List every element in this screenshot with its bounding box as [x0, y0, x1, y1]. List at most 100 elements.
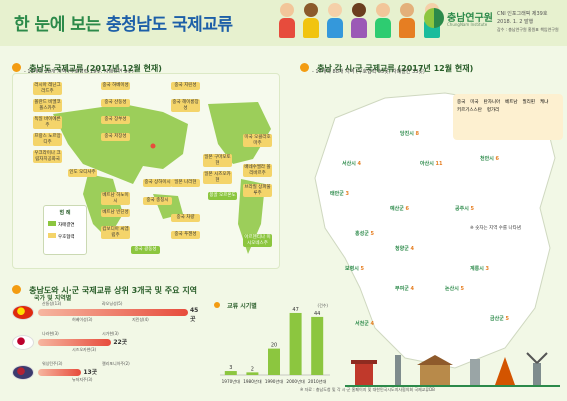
map-note: ※ 숫자는 지역 수를 나타냄 — [470, 226, 521, 231]
city-name: 당진시 — [400, 131, 414, 137]
world-section-subtitle: - 13개국 28개 지역 (우호협력 19곳, 자매결연 9곳) — [24, 69, 134, 75]
child-figure — [302, 3, 320, 39]
city-name: 공주시 — [455, 206, 469, 212]
country-flag-icon — [12, 365, 34, 380]
region-label: 나라현(3) — [42, 331, 59, 336]
country-bar-value: 45곳 — [190, 307, 199, 323]
top-country: 베트남 — [505, 100, 518, 105]
map-label: 독일 바이에른주 — [33, 116, 62, 129]
org-subname: ChungNam Institute — [447, 22, 488, 27]
city-name: 천안시 — [480, 156, 494, 162]
city-count: 5 — [368, 231, 375, 237]
city-name: 아산시 — [420, 161, 434, 167]
region-label: 산둥성(13) — [42, 301, 62, 306]
child-figure — [398, 3, 416, 39]
decade-tick-label: 2000년대 — [286, 378, 305, 385]
map-label: 몽골 오르혼도 — [208, 192, 237, 200]
region-label: 시즈오카현(3) — [72, 347, 97, 352]
decade-bar — [268, 348, 280, 375]
org-name: 충남연구원 — [447, 13, 493, 24]
world-section-heading: 충남도 국제교류 (2017년 12월 현재) — [12, 56, 162, 75]
top-country: 키르기스스탄 — [457, 108, 482, 113]
map-label: 중국 저장성 — [101, 133, 130, 141]
city-label: 보령시 5 — [345, 265, 364, 272]
country-chart-title: 국가 및 지역별 — [34, 295, 72, 302]
decade-bar-value: 20 — [271, 343, 277, 349]
decade-tick-label: 1980년대 — [243, 378, 262, 385]
city-name: 서천군 — [355, 321, 369, 327]
country-bar — [38, 339, 112, 346]
city-label: 아산시 11 — [420, 160, 443, 167]
korea-section-title: 충남 각 시·군 국제교류 (2017년 12월 현재) — [317, 64, 474, 73]
map-label: 일본 시즈오카현 — [203, 171, 232, 184]
top-country: 중국 — [457, 100, 466, 105]
city-count: 3 — [483, 266, 490, 272]
child-figure — [278, 3, 296, 39]
city-count: 5 — [458, 286, 465, 292]
world-map-svg — [53, 102, 271, 254]
location-pin-icon — [300, 63, 309, 72]
legend-title: 범 례 — [59, 210, 71, 216]
city-label: 논산시 5 — [445, 285, 464, 292]
country-flag-icon — [12, 305, 34, 320]
top-country: 필리핀 — [522, 100, 535, 105]
decade-bar-chart: (건수) 3 1970년대 2 1980년대 20 1990년대 47 2000년대 44 2010… — [220, 303, 330, 385]
map-label: 캄보디아 씨엠립주 — [101, 226, 130, 239]
decade-tick-label: 2010년대 — [308, 378, 327, 385]
city-count: 3 — [343, 191, 350, 197]
city-label: 예산군 6 — [390, 205, 409, 212]
city-name: 태안군 — [330, 191, 344, 197]
map-label: 중국 장쑤성 — [101, 116, 130, 124]
top3-section-heading: 충남도와 시·군 국제교류 상위 3개국 및 주요 지역 — [12, 278, 197, 297]
map-label: 베트남 하노이시 — [101, 192, 130, 205]
statue-icon — [395, 355, 401, 385]
city-name: 예산군 — [390, 206, 404, 212]
region-label: 시가현(3) — [102, 331, 119, 336]
map-label: 미국 오클라호마주 — [243, 134, 272, 147]
top3-section-title: 충남도와 시·군 국제교류 상위 3개국 및 주요 지역 — [29, 286, 198, 295]
region-label: 지린성(4) — [132, 317, 149, 322]
top-country: 탄자니아 — [483, 100, 501, 105]
city-count: 5 — [468, 206, 475, 212]
chart-icon — [12, 285, 21, 294]
world-section-title: 충남도 국제교류 (2017년 12월 현재) — [29, 64, 162, 73]
country-bar — [38, 369, 82, 376]
top-country: 미국 — [470, 100, 479, 105]
unit-label: (건수) — [318, 303, 329, 308]
legend-item-friendship: 우호협력 — [48, 233, 86, 240]
top-country: 헝가리 — [486, 108, 500, 113]
map-label: 아르헨티나 미시오네스주 — [243, 234, 272, 247]
korea-section-subtitle: - 17개국 88개 지역 (우호협력 55곳, 자매결연 33곳) — [312, 69, 425, 75]
region-label: 뉴저지주(3) — [72, 377, 93, 382]
city-count: 8 — [413, 131, 420, 137]
map-label: 중국 광둥성 — [131, 246, 160, 254]
org-meta: CNI 인포그래픽 제39호 2018. 1. 2 발행 감수 : 충남연구원 … — [497, 10, 567, 34]
decade-tick-label: 1970년대 — [222, 378, 241, 385]
city-label: 청양군 4 — [395, 245, 414, 252]
title-part-b: 충청남도 국제교류 — [105, 15, 233, 35]
country-bar — [38, 309, 188, 316]
legend-label-friendship: 우호협력 — [58, 235, 75, 240]
city-count: 11 — [433, 161, 443, 167]
africa-shape — [83, 174, 123, 239]
child-figure — [326, 3, 344, 39]
decade-bar — [289, 312, 302, 375]
region-label: 캘리포니아주(2) — [102, 361, 130, 366]
map-label: 중국 허베이성 — [101, 82, 130, 90]
city-label: 금산군 5 — [490, 315, 509, 322]
map-label: 러시아 레닌그라드주 — [33, 82, 62, 95]
reviewer: 감수 : 충남연구원 홍원표 책임연구원 — [497, 27, 559, 32]
decade-bar-value: 47 — [292, 307, 298, 313]
map-label: 중국 차량 — [171, 214, 200, 222]
city-label: 당진시 8 — [400, 130, 419, 137]
torii-icon — [355, 363, 373, 385]
city-label: 서천군 4 — [355, 320, 374, 327]
city-count: 6 — [403, 206, 410, 212]
top-countries-list: 중국 미국 탄자니아 베트남 필리핀 케냐 키르기스스탄 헝가리 — [457, 100, 561, 114]
map-legend: 범 례 자매결연 우호협력 — [43, 205, 87, 255]
map-label: 베트남 빈딘성 — [101, 209, 130, 217]
city-name: 청양군 — [395, 246, 409, 252]
city-label: 태안군 3 — [330, 190, 349, 197]
decade-bar-value: 2 — [251, 366, 254, 372]
country-bar-value: 13곳 — [83, 369, 98, 376]
